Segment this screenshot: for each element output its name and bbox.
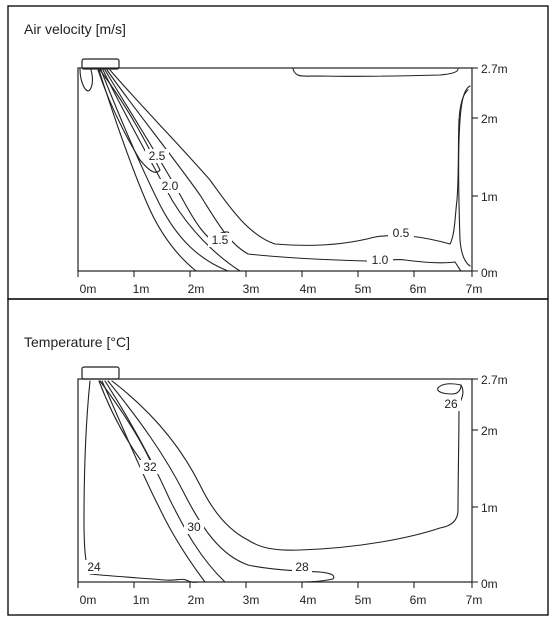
label-backdrop [292, 560, 312, 574]
velocity-room-outline [77, 67, 473, 272]
velocity-x-tick-label: 6m [410, 282, 427, 296]
label-backdrop [367, 253, 393, 267]
velocity-y-tick-label: 2.7m [481, 62, 508, 76]
temperature-contour-core [98, 380, 153, 470]
velocity-contour-0.5-upper [292, 68, 459, 77]
velocity-x-tick-label: 7m [466, 282, 483, 296]
velocity-contour-label: 0.5 [393, 226, 410, 240]
velocity-x-tick-label: 1m [133, 282, 150, 296]
velocity-x-tick-label: 3m [243, 282, 260, 296]
velocity-contour-label: 1.0 [372, 253, 389, 267]
velocity-x-tick-label: 5m [355, 282, 372, 296]
temperature-contour-26 [111, 380, 464, 551]
temperature-room-outline [77, 378, 473, 583]
temperature-x-tick-label: 0m [80, 593, 97, 607]
temperature-contour-30 [104, 380, 226, 583]
temperature-contour-label: 26 [444, 397, 458, 411]
velocity-y-tick-label: 1m [481, 190, 498, 204]
temperature-contour-label: 24 [87, 560, 101, 574]
temperature-x-tick-label: 5m [355, 593, 372, 607]
temperature-y-tick-label: 2.7m [481, 373, 508, 387]
velocity-contour-2.0 [102, 69, 241, 272]
temperature-x-tick-label: 6m [410, 593, 427, 607]
velocity-x-tick-label: 4m [300, 282, 317, 296]
temperature-x-ticks: 0m 1m 2m 3m 4m 5m 6m 7m [77, 582, 483, 607]
velocity-contour-1.0 [106, 69, 462, 272]
velocity-contour-label: 1.5 [212, 233, 229, 247]
label-backdrop [388, 226, 414, 240]
temperature-contour-32 [101, 380, 206, 583]
temperature-panel-frame [7, 298, 549, 616]
velocity-x-tick-label: 2m [188, 282, 205, 296]
velocity-contour-spike [97, 69, 161, 173]
label-backdrop [208, 233, 232, 247]
velocity-ceiling-unit [81, 58, 120, 70]
velocity-contour-outlet-loop [79, 68, 93, 92]
velocity-panel: Air velocity [m/s] 0m 1m 2m 3m 4m 5m 6m … [24, 21, 508, 296]
temperature-y-tick-label: 2m [481, 424, 498, 438]
velocity-y-tick-label: 2m [481, 112, 498, 126]
velocity-panel-frame [7, 5, 549, 300]
velocity-y-tick-label: 0m [481, 266, 498, 280]
temperature-contours [83, 380, 464, 583]
label-backdrop [84, 560, 104, 574]
temperature-x-tick-label: 7m [466, 593, 483, 607]
velocity-x-ticks: 0m 1m 2m 3m 4m 5m 6m 7m [77, 271, 483, 296]
velocity-contour-label: 2.5 [149, 149, 166, 163]
label-backdrop [140, 460, 160, 474]
temperature-x-tick-label: 3m [243, 593, 260, 607]
temperature-y-tick-label: 1m [481, 501, 498, 515]
velocity-contours [79, 68, 471, 272]
velocity-contour-label: 2.0 [162, 179, 179, 193]
temperature-x-tick-label: 1m [133, 593, 150, 607]
label-backdrop [145, 149, 169, 163]
label-backdrop [158, 179, 182, 193]
velocity-contour-right-wall [458, 85, 471, 267]
temperature-x-tick-label: 4m [300, 593, 317, 607]
temperature-panel: Temperature [°C] 0m 1m 2m 3m 4m 5m 6m 7m [24, 334, 508, 607]
temperature-contour-label: 32 [143, 460, 157, 474]
temperature-ceiling-unit [81, 366, 120, 380]
temperature-y-ticks: 2.7m 2m 1m 0m [472, 373, 508, 591]
temperature-contour-24 [83, 380, 199, 583]
velocity-contour-labels: 2.5 2.0 1.5 1.0 0.5 [145, 149, 414, 267]
temperature-x-tick-label: 2m [188, 593, 205, 607]
temperature-panel-title: Temperature [°C] [24, 334, 130, 350]
velocity-y-ticks: 2.7m 2m 1m 0m [472, 62, 508, 280]
velocity-contour-2.5 [100, 69, 229, 272]
temperature-y-tick-label: 0m [481, 577, 498, 591]
velocity-contour-core [98, 69, 197, 272]
velocity-panel-title: Air velocity [m/s] [24, 21, 126, 37]
temperature-contour-label: 30 [187, 520, 201, 534]
temperature-contour-26-cap [437, 384, 462, 395]
label-backdrop [441, 397, 461, 411]
label-backdrop [184, 520, 204, 534]
temperature-contour-28 [107, 380, 335, 583]
velocity-x-tick-label: 0m [80, 282, 97, 296]
temperature-contour-labels: 26 32 30 28 24 [84, 397, 461, 574]
temperature-contour-label: 28 [295, 560, 309, 574]
